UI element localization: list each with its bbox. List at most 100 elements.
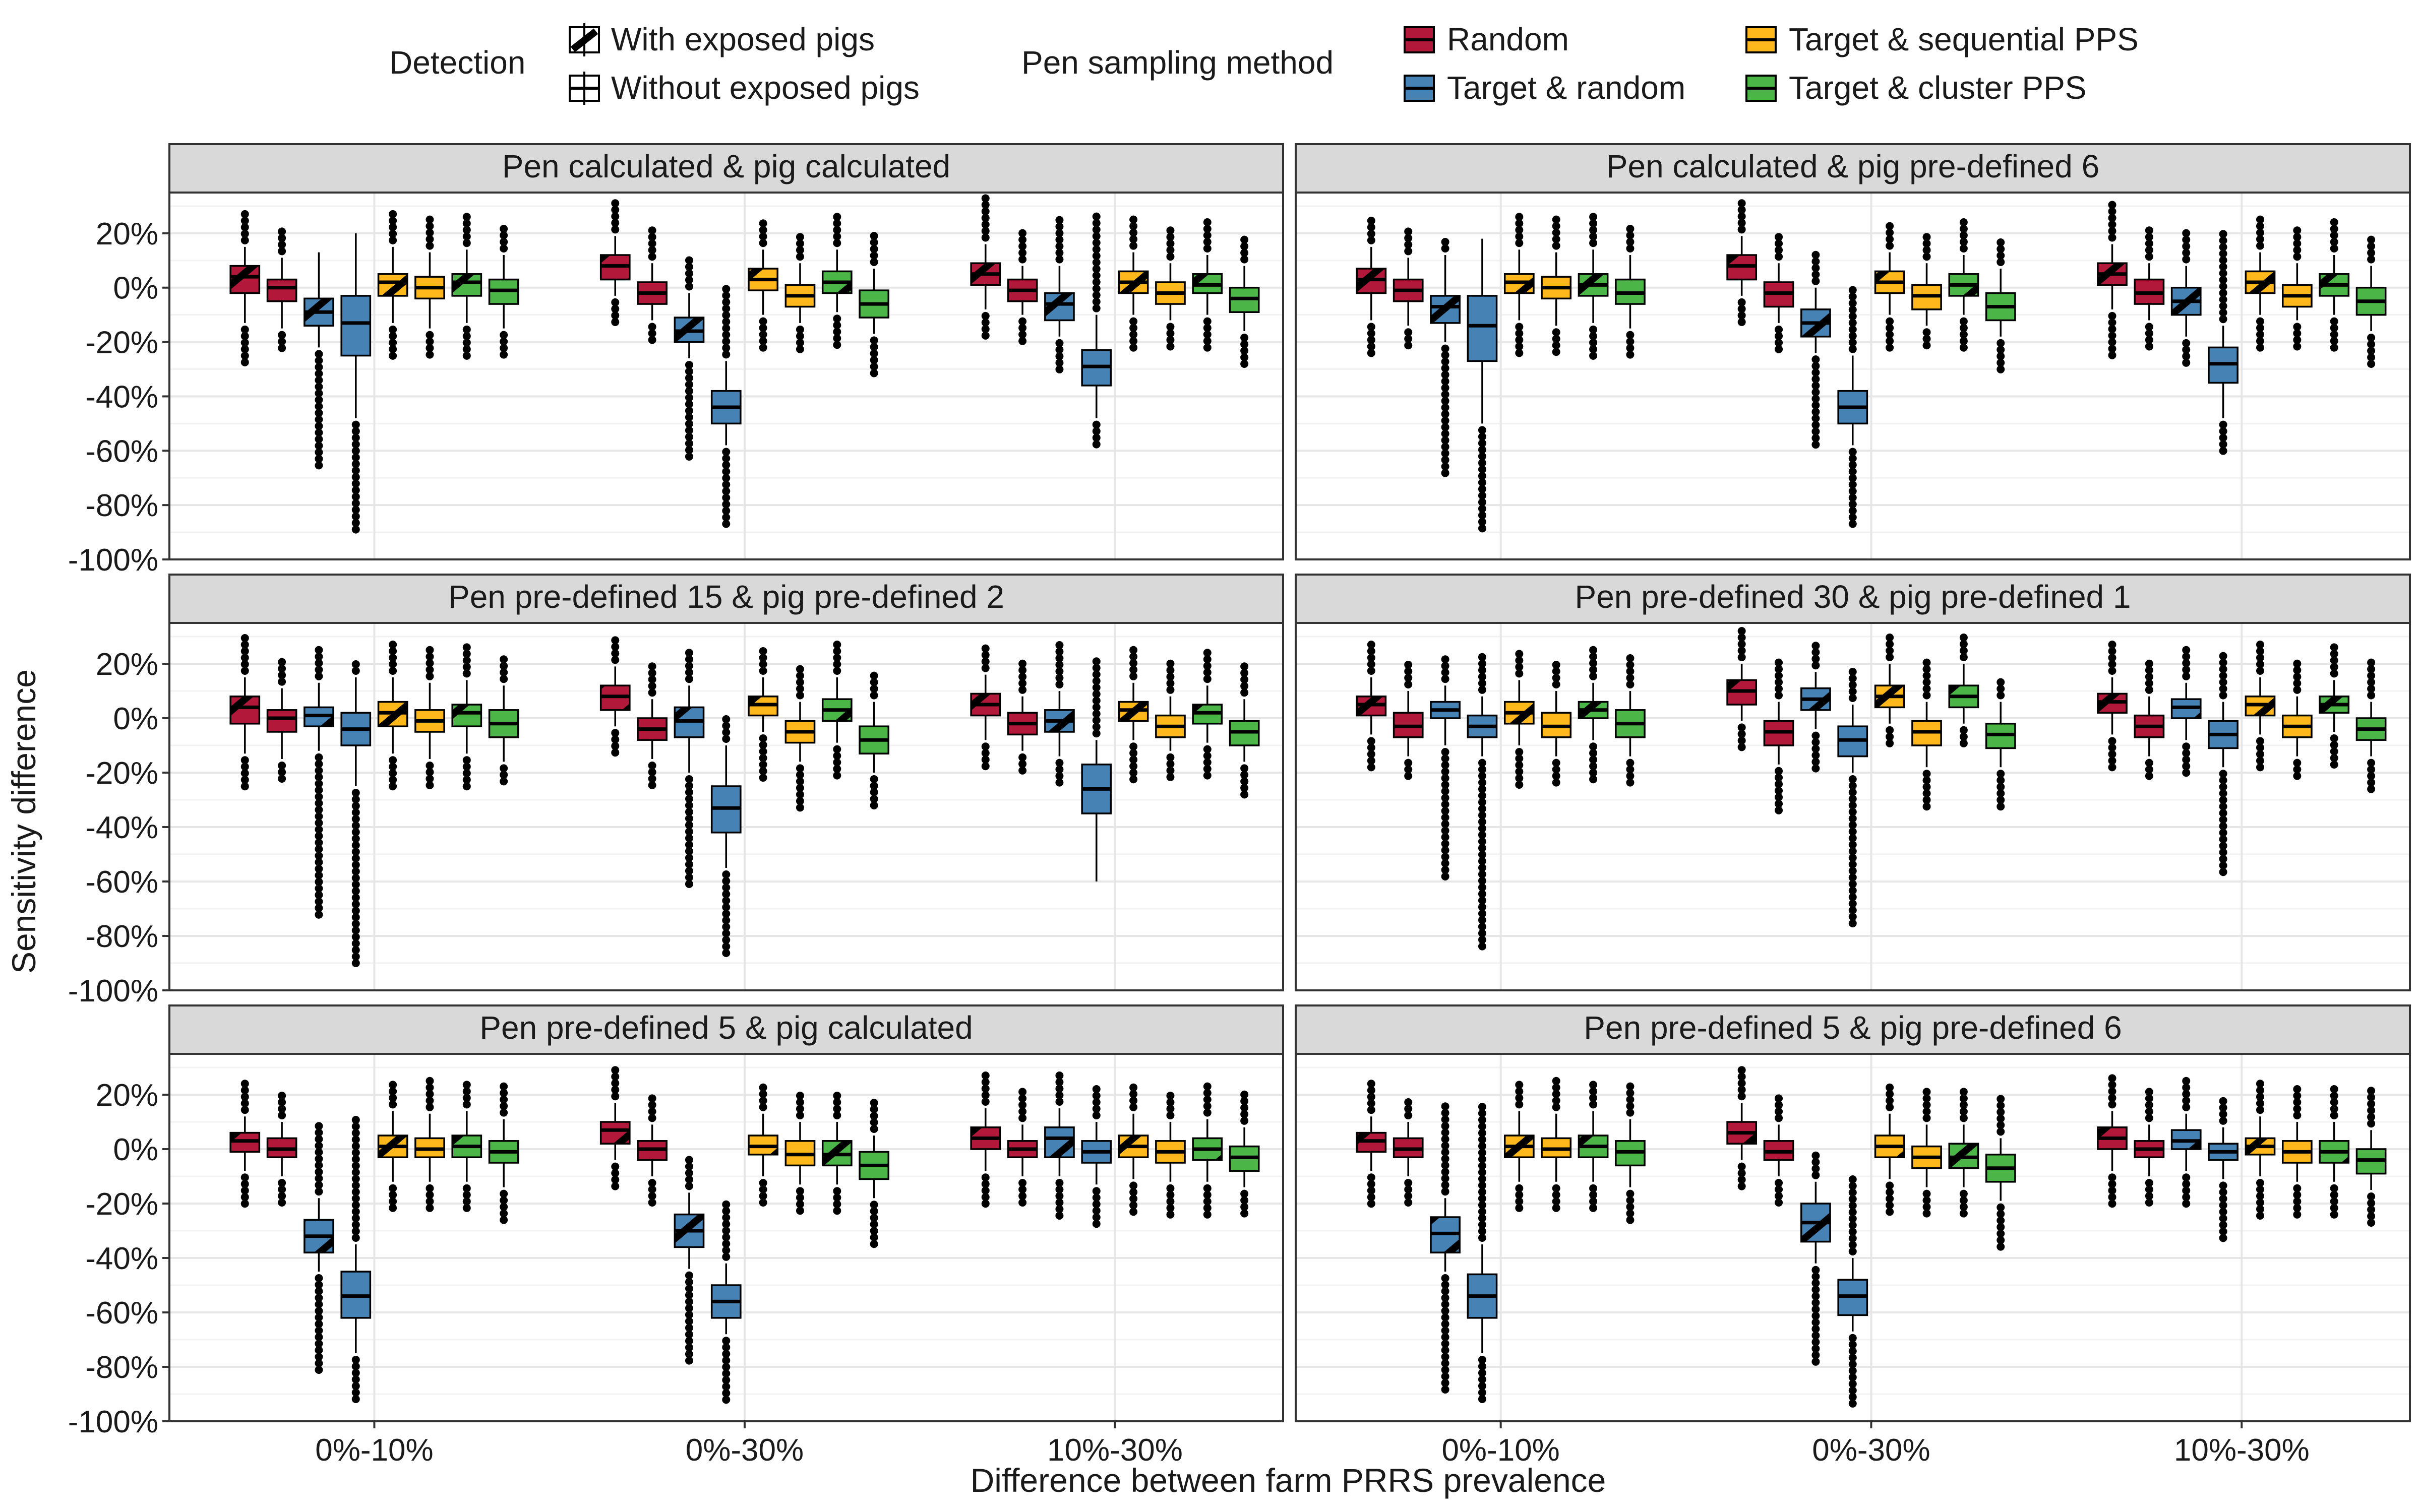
box-target-cluster-pps-without-exposed [488,655,519,786]
box-target-sequential-pps-with-exposed [1503,1081,1535,1212]
box-random-without-exposed [266,227,297,352]
y-tick-label: -100% [68,543,158,578]
box-random-without-exposed [266,1092,297,1207]
box-target-random-without-exposed [1837,1175,1868,1408]
box-target-random-with-exposed [1800,250,1831,449]
box-target-cluster-pps-without-exposed [859,671,889,809]
panel-title: Pen pre-defined 30 & pig pre-defined 1 [1575,579,2131,615]
box-target-random-with-exposed [1044,641,1075,787]
box-target-cluster-pps-without-exposed [1229,662,1260,799]
box-random-without-exposed [1393,227,1424,350]
box-target-random-with-exposed [1800,1151,1831,1366]
box-target-sequential-pps-with-exposed [1503,213,1535,357]
panel-border [168,192,1284,560]
box-target-sequential-pps-with-exposed [748,219,778,352]
box-target-cluster-pps-without-exposed [1985,1095,2016,1251]
box-target-sequential-pps-without-exposed [2281,1085,2313,1219]
box-target-random-without-exposed [710,715,742,957]
box-random-with-exposed [2097,201,2128,359]
panel-3: Pen pre-defined 30 & pig pre-defined 1 [1295,574,2411,991]
panel-border [168,1053,1284,1422]
box-random-with-exposed [1726,199,1758,326]
box-random-without-exposed [2134,226,2165,351]
legend-key-3 [1745,75,1777,102]
box-random-without-exposed [1393,1098,1424,1207]
panel-border [1295,192,2411,560]
box-target-sequential-pps-with-exposed [377,1081,408,1212]
box-target-sequential-pps-without-exposed [784,233,816,353]
legend-item-random: Random [1447,21,1569,57]
box-target-sequential-pps-without-exposed [1541,661,1572,787]
legend-item-with-exposed: With exposed pigs [611,21,875,57]
box-target-cluster-pps-without-exposed [1985,238,2016,373]
box-target-cluster-pps-with-exposed [1192,649,1223,780]
box-target-sequential-pps-without-exposed [1911,1088,1942,1218]
box-target-random-without-exposed [1467,653,1498,951]
box-random-with-exposed [970,644,1001,771]
box-target-random-with-exposed [1430,238,1461,477]
box-random-with-exposed [1726,627,1758,751]
box-random-with-exposed [229,634,261,791]
box-random-with-exposed [970,1072,1001,1208]
box-random-with-exposed [1356,641,1387,772]
box-target-cluster-pps-without-exposed [1615,225,1646,359]
box-target-sequential-pps-without-exposed [414,215,445,359]
box-random-without-exposed [1007,659,1038,775]
legend-key-with-exposed [569,23,600,56]
y-tick-label: -80% [85,1350,158,1385]
y-tick-label: 0% [113,702,158,736]
box-target-random-with-exposed [2170,646,2202,777]
box-random-with-exposed [1726,1066,1758,1190]
box-target-sequential-pps-without-exposed [1541,215,1572,356]
x-tick-label: 0%-10% [315,1433,433,1468]
box-target-random-without-exposed [340,1116,372,1403]
box-target-sequential-pps-without-exposed [784,1092,816,1215]
y-tick-label: -80% [85,919,158,954]
box-target-sequential-pps-with-exposed [2245,641,2276,772]
box-random-without-exposed [1007,1088,1038,1207]
x-axis-label: Difference between farm PRRS prevalence [971,1462,1606,1499]
panel-4: Pen pre-defined 5 & pig calculated20%0%-… [68,1004,1284,1468]
y-tick-label: -20% [85,756,158,791]
box-target-cluster-pps-without-exposed [488,225,519,359]
panel-0: Pen calculated & pig calculated 20% 0% -20%… [68,143,1284,578]
y-tick-label: 20% [96,1078,158,1113]
box-target-random-with-exposed [304,1122,334,1374]
box-target-random-without-exposed [340,233,372,534]
panel-strip [1295,1004,2411,1055]
box-random-without-exposed [1393,661,1424,780]
y-axis-label: Sensitivity difference [5,669,42,974]
panel-5: Pen pre-defined 5 & pig pre-defined 6 0%-… [1295,1004,2411,1468]
legend-key-2 [1745,26,1777,53]
box-target-sequential-pps-without-exposed [784,665,816,812]
panel-strip [168,143,1284,194]
panel-strip [1295,574,2411,624]
box-random-without-exposed [1763,1094,1794,1207]
panel-border [1295,1053,2411,1422]
box-target-sequential-pps-with-exposed [2245,215,2276,352]
box-target-random-with-exposed [304,646,334,919]
box-target-random-with-exposed [2170,229,2202,367]
box-target-random-without-exposed [1081,657,1112,881]
box-target-cluster-pps-with-exposed [451,213,482,360]
y-tick-label: 0% [113,271,158,306]
y-tick-label: -100% [68,974,158,1009]
legend-item-target-sequential-pps: Target & sequential PPS [1789,21,2139,57]
box-target-sequential-pps-without-exposed [1155,1092,1186,1219]
panel-strip [168,574,1284,624]
box-target-cluster-pps-without-exposed [859,1099,889,1248]
box-target-cluster-pps-with-exposed [451,1081,482,1212]
box-random-with-exposed [599,199,631,326]
box-random-with-exposed [1356,1080,1387,1208]
legend-detection-title: Detection [389,44,525,81]
box-target-cluster-pps-with-exposed [2319,218,2350,352]
box-target-random-without-exposed [340,660,372,967]
box-target-sequential-pps-without-exposed [1155,659,1186,781]
y-tick-label: -20% [85,326,158,360]
y-tick-label: -60% [85,1296,158,1331]
box-target-random-with-exposed [674,256,705,461]
box-target-cluster-pps-with-exposed [1578,213,1609,360]
box-target-cluster-pps-with-exposed [1578,646,1609,784]
box-target-sequential-pps-with-exposed [377,641,408,791]
box-target-sequential-pps-with-exposed [748,647,778,782]
